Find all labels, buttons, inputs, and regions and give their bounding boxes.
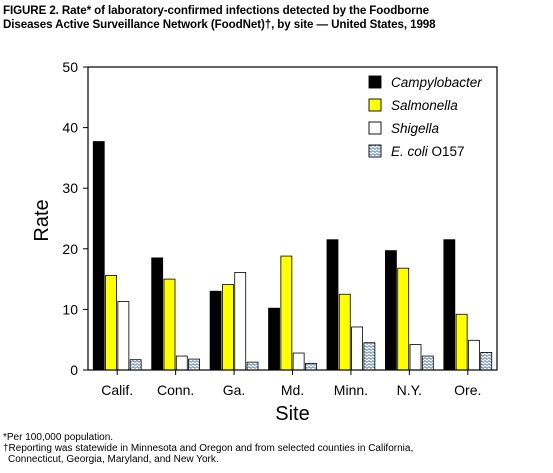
y-tick-label: 0 [70,362,78,378]
bars-group [92,141,493,371]
bar-e-coli-o157-calif [129,359,142,371]
bar-shigella-conn [175,355,188,371]
y-tick-label: 20 [62,241,78,257]
bar-salmonella-ga [222,284,234,371]
bar-campylobacter-minn [326,239,339,371]
bar-e-coli-o157-ore [480,352,493,371]
x-tick-label: Ga. [223,382,246,398]
legend: Campylobacter Salmonella Shigella E. coli O… [368,75,482,159]
footnote-per-population: *Per 100,000 population. [3,432,114,443]
x-tick-label: Calif. [101,382,133,398]
legend-entry: E. coli O157 [391,144,465,159]
chart-title-line-2: Diseases Active Surveillance Network (Fo… [3,18,436,31]
y-axis-label: Rate [31,199,53,241]
y-axis: 0 10 20 30 40 50 [62,59,88,378]
bar-salmonella-calif [105,275,117,371]
legend-entry: Campylobacter [391,75,482,90]
x-tick-label: Minn. [334,382,368,398]
bar-e-coli-o157-ga [246,361,259,371]
bar-shigella-md [292,352,305,371]
bar-shigella-ore [468,339,480,371]
bar-shigella-minn [351,326,363,371]
footnote-reporting: †Reporting was statewide in Minnesota an… [3,443,414,454]
bar-shigella-ga [234,272,247,371]
bar-campylobacter-conn [151,257,164,371]
bar-salmonella-md [280,255,293,371]
bar-campylobacter-ny [385,250,397,371]
legend-swatch [368,121,382,135]
bar-salmonella-conn [163,278,176,371]
chart-title: FIGURE 2. Rate* of laboratory-confirmed … [3,4,551,32]
bar-campylobacter-ore [443,239,456,371]
bar-salmonella-ny [397,267,410,371]
bar-salmonella-ore [455,313,468,371]
x-tick-label: Conn. [157,382,194,398]
bar-e-coli-o157-conn [188,358,200,371]
legend-swatch [368,98,382,112]
bar-campylobacter-ga [209,290,222,371]
x-tick-label: Md. [281,382,304,398]
y-tick-label: 40 [62,120,78,136]
bar-e-coli-o157-ny [421,355,434,371]
bar-campylobacter-calif [92,141,105,371]
y-tick-label: 50 [62,59,78,75]
x-axis-label: Site [275,403,309,425]
chart-title-line-1: FIGURE 2. Rate* of laboratory-confirmed … [3,4,429,17]
bar-salmonella-minn [338,293,351,371]
legend-swatch [368,144,382,158]
bar-shigella-ny [409,344,422,371]
footnotes: *Per 100,000 population. †Reporting was … [3,432,551,465]
bar-shigella-calif [117,301,130,371]
bar-e-coli-o157-minn [363,342,376,371]
legend-entry: Salmonella [391,98,458,113]
legend-swatch [368,75,382,89]
x-tick-label: N.Y. [397,382,422,398]
y-tick-label: 10 [62,301,78,317]
x-tick-label: Ore. [454,382,481,398]
x-axis: Calif. Conn. Ga. Md. Minn. N.Y. Ore. [101,370,481,398]
y-tick-label: 30 [62,180,78,196]
footnote-reporting-continued: Connecticut, Georgia, Maryland, and New … [8,454,219,465]
bar-chart: 0 10 20 30 40 50 Calif. Conn. Ga. Md. Minn. N.Y. Or… [31,59,498,425]
legend-entry: Shigella [391,121,440,136]
bar-e-coli-o157-md [305,362,317,371]
bar-campylobacter-md [268,307,280,371]
